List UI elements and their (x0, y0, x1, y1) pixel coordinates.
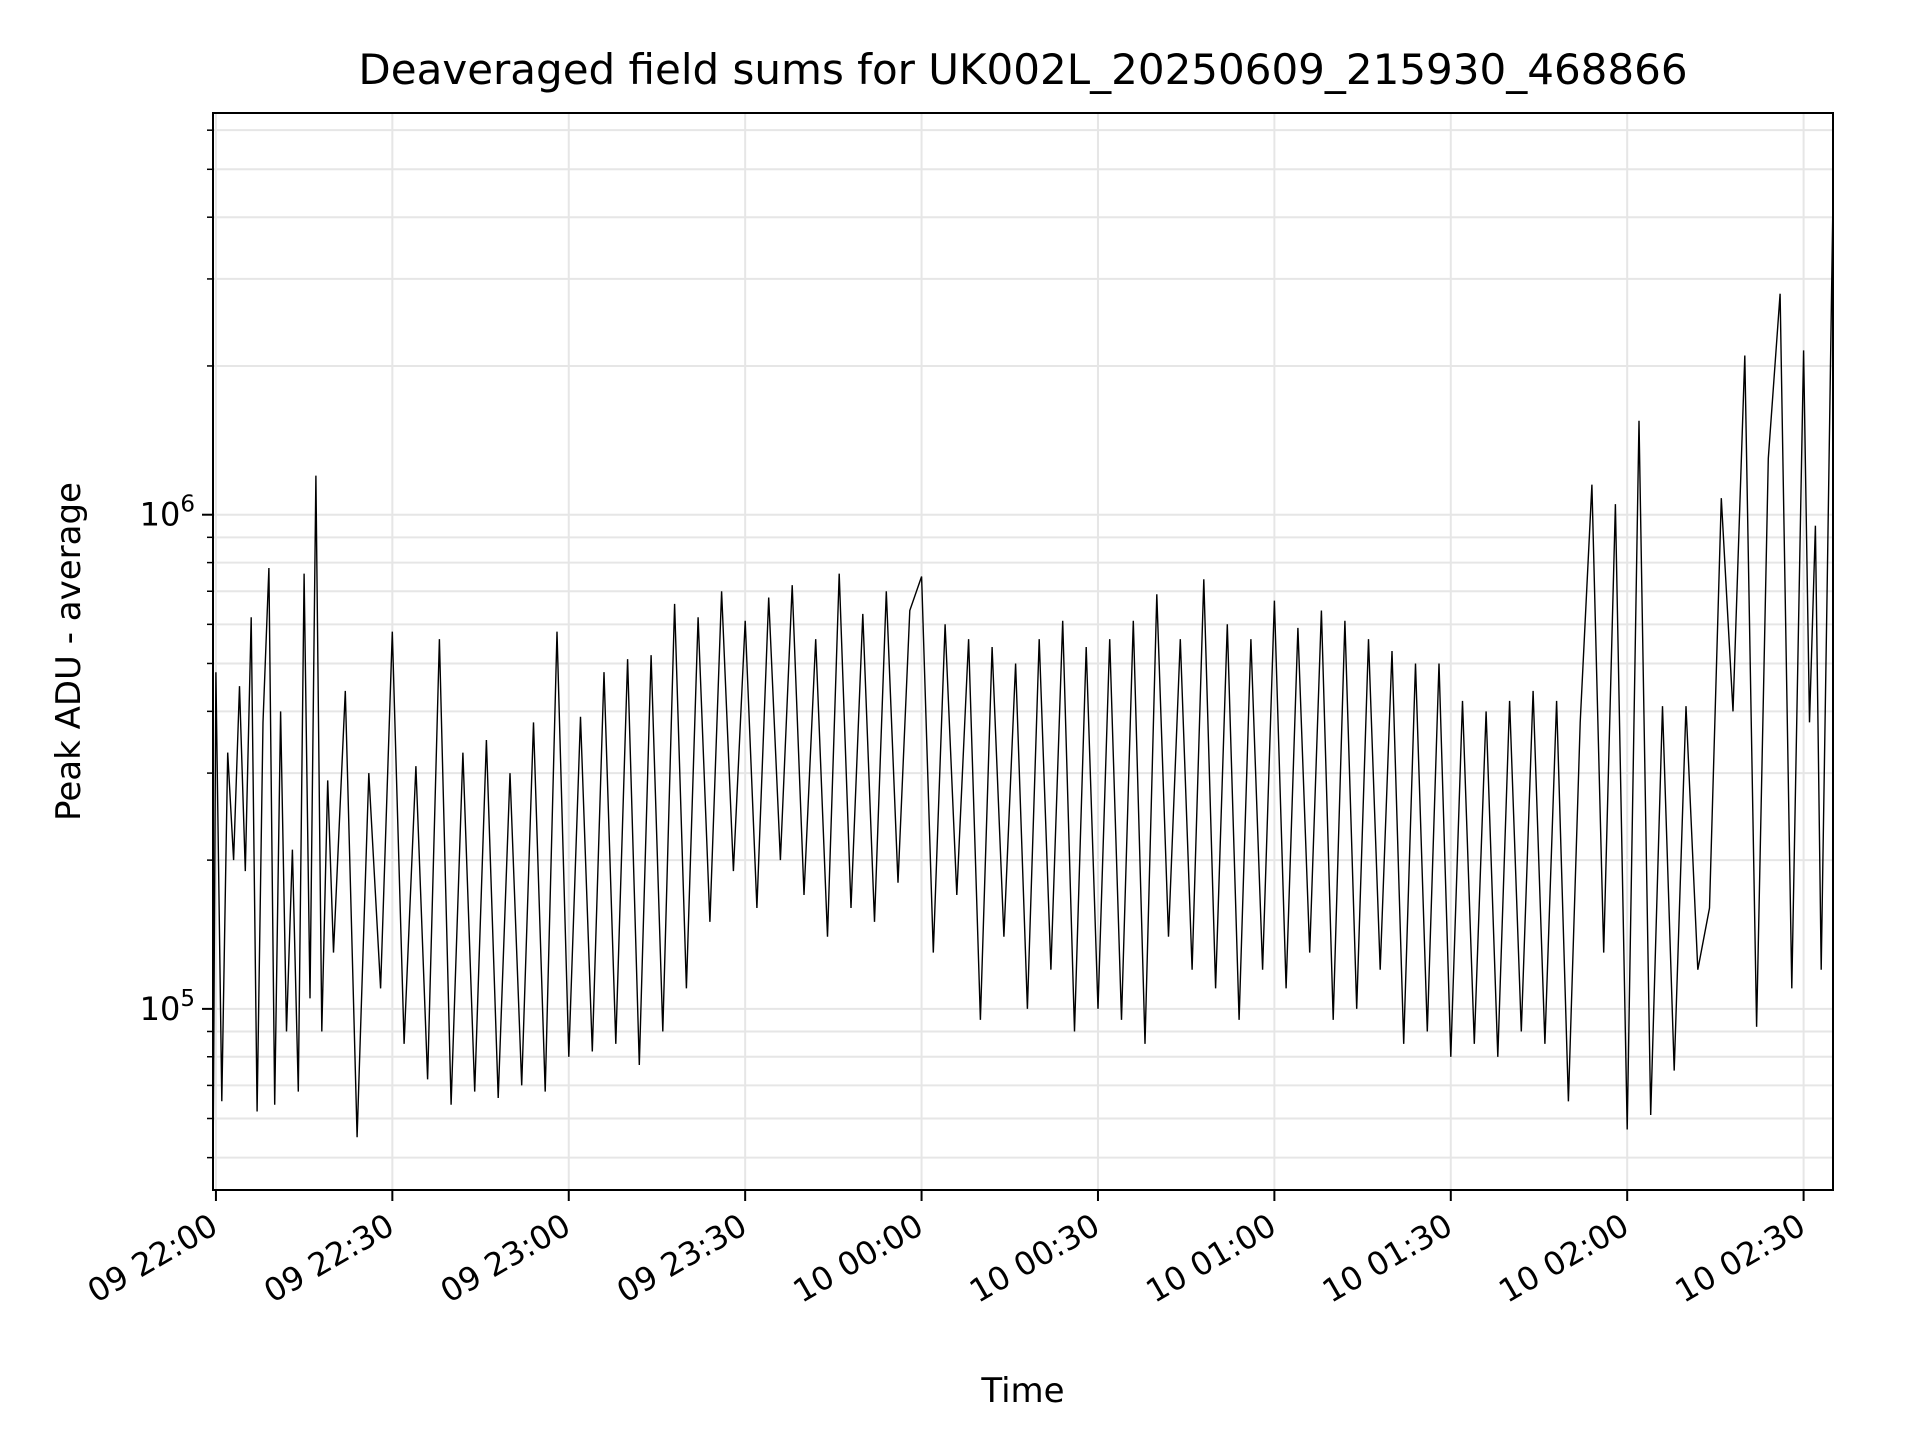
y-axis-title: Peak ADU - average (49, 482, 89, 821)
y-tick-label: 106 (140, 492, 195, 534)
chart-title: Deaveraged field sums for UK002L_2025060… (358, 45, 1687, 94)
y-axis: 105 106 (140, 129, 213, 1159)
series-line (212, 196, 1834, 1181)
y-tick-label: 105 (140, 986, 195, 1028)
series (212, 196, 1834, 1181)
x-axis-title: Time (980, 1371, 1064, 1411)
plot-frame (212, 112, 1834, 1191)
